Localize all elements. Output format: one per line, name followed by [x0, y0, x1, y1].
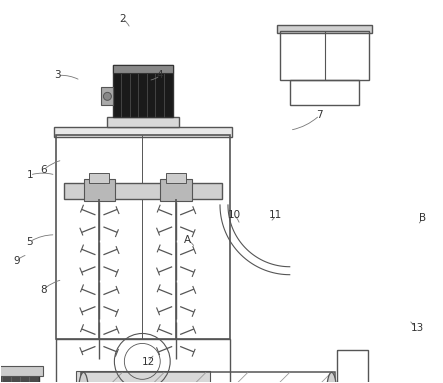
Text: 1: 1	[27, 170, 33, 180]
Bar	[337, 350, 369, 383]
Bar	[83, 179, 115, 201]
Bar	[89, 173, 109, 183]
Text: 7: 7	[316, 110, 323, 120]
Bar	[64, 183, 222, 199]
Bar	[113, 65, 173, 74]
Bar	[56, 135, 230, 339]
Text: 2: 2	[119, 14, 126, 24]
Text: 11: 11	[269, 210, 283, 220]
Ellipse shape	[326, 372, 337, 383]
Text: 3: 3	[54, 70, 61, 80]
Text: 8: 8	[40, 285, 47, 295]
Text: 12: 12	[142, 357, 155, 367]
Bar	[75, 372, 210, 383]
Text: A: A	[183, 235, 190, 245]
Circle shape	[103, 92, 111, 100]
Bar	[290, 80, 360, 105]
Bar	[107, 117, 179, 127]
Text: 9: 9	[13, 256, 20, 266]
Text: 13: 13	[411, 322, 424, 332]
Text: 4: 4	[157, 70, 163, 80]
Text: 6: 6	[40, 165, 47, 175]
Bar	[0, 374, 39, 383]
Text: 10: 10	[227, 210, 241, 220]
Bar	[160, 179, 192, 201]
Text: B: B	[419, 213, 426, 223]
Bar	[277, 25, 373, 33]
Ellipse shape	[78, 372, 89, 383]
Bar	[81, 372, 334, 383]
Bar	[0, 367, 43, 376]
Bar	[113, 65, 173, 117]
Bar	[280, 31, 369, 80]
Text: 5: 5	[27, 237, 33, 247]
Bar	[56, 339, 230, 383]
Bar	[54, 127, 232, 137]
Bar	[101, 87, 113, 105]
Bar	[166, 173, 186, 183]
